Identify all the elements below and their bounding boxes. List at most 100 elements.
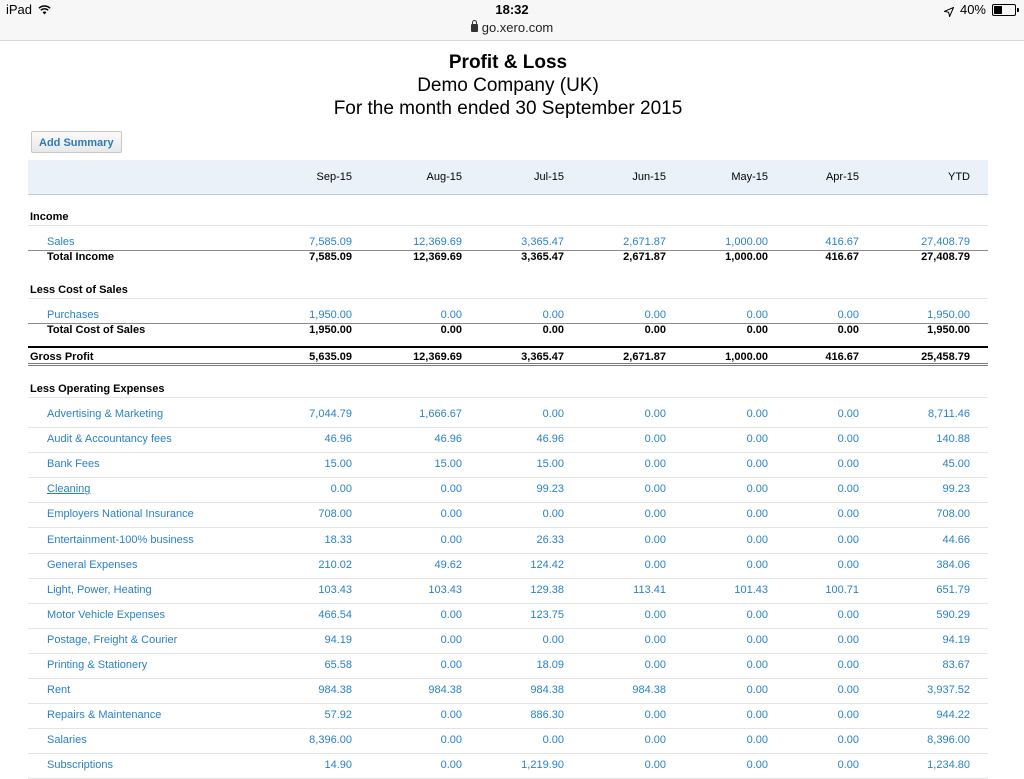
section-heading: Income xyxy=(30,211,69,223)
amount-cell: 0.00 xyxy=(837,608,859,621)
amount-cell: 27,408.79 xyxy=(921,236,970,248)
amount-cell: 0.00 xyxy=(746,533,768,546)
amount-cell: 0.00 xyxy=(644,458,666,471)
amount-cell: 0.00 xyxy=(644,659,666,671)
amount-cell: 5,635.09 xyxy=(309,351,352,363)
total-rule xyxy=(28,323,988,324)
account-link[interactable]: General Expenses xyxy=(47,558,138,571)
amount-cell: 0.00 xyxy=(440,533,462,546)
table-row: Audit & Accountancy fees 46.96 46.96 46.96 0… xyxy=(28,427,988,454)
column-header: Aug-15 xyxy=(426,171,462,183)
lock-icon xyxy=(470,20,478,32)
account-link[interactable]: Audit & Accountancy fees xyxy=(47,433,172,446)
amount-cell: 0.00 xyxy=(746,433,768,446)
amount-cell: 8,396.00 xyxy=(309,734,352,747)
amount-cell: 0.00 xyxy=(440,309,462,321)
amount-cell: 103.43 xyxy=(428,583,462,596)
status-left: iPad xyxy=(6,2,51,17)
amount-cell: 708.00 xyxy=(936,508,970,521)
wifi-icon xyxy=(38,4,51,15)
column-header: Jun-15 xyxy=(632,171,666,183)
report-title: Profit & Loss xyxy=(448,52,568,73)
amount-cell: 0.00 xyxy=(746,659,768,671)
amount-cell: 0.00 xyxy=(440,324,462,336)
amount-cell: 1,234.80 xyxy=(927,759,970,772)
amount-cell: 103.43 xyxy=(318,583,352,596)
amount-cell: 590.29 xyxy=(936,608,970,621)
amount-cell: 0.00 xyxy=(746,633,768,646)
amount-cell: 83.67 xyxy=(942,659,970,671)
amount-cell: 57.92 xyxy=(324,709,352,722)
amount-cell: 0.00 xyxy=(542,309,564,321)
amount-cell: 0.00 xyxy=(837,558,859,571)
table-row: Repairs & Maintenance 57.92 0.00 886.30 0.00… xyxy=(28,703,988,730)
amount-cell: 94.19 xyxy=(324,633,352,646)
amount-cell: 0.00 xyxy=(644,433,666,446)
table-row: Printing & Stationery 65.58 0.00 18.09 0.00 0… xyxy=(28,653,988,679)
account-link[interactable]: Salaries xyxy=(47,734,87,747)
amount-cell: 0.00 xyxy=(644,633,666,646)
amount-cell: 0.00 xyxy=(837,508,859,521)
account-link[interactable]: Purchases xyxy=(47,309,99,321)
add-summary-button[interactable]: Add Summary xyxy=(31,131,122,153)
amount-cell: 46.96 xyxy=(324,433,352,446)
amount-cell: 1,000.00 xyxy=(725,351,768,363)
amount-cell: 0.00 xyxy=(542,324,564,336)
amount-cell: 0.00 xyxy=(837,533,859,546)
row-divider xyxy=(28,397,988,398)
table-row: Light, Power, Heating 103.43 103.43 129.38 1… xyxy=(28,578,988,604)
table-row: Salaries 8,396.00 0.00 0.00 0.00 0.00 0.00 8,39… xyxy=(28,728,988,755)
amount-cell: 7,044.79 xyxy=(309,408,352,420)
report-company: Demo Company (UK) xyxy=(417,75,599,96)
amount-cell: 466.54 xyxy=(318,608,352,621)
amount-cell: 26.33 xyxy=(536,533,564,546)
amount-cell: 0.00 xyxy=(644,533,666,546)
account-link[interactable]: Subscriptions xyxy=(47,759,114,772)
amount-cell: 984.38 xyxy=(318,684,352,697)
amount-cell: 44.66 xyxy=(942,533,970,546)
table-row: Purchases 1,950.00 0.00 0.00 0.00 0.00 0.00 1,9… xyxy=(28,303,988,328)
amount-cell: 0.00 xyxy=(746,734,768,747)
column-header: May-15 xyxy=(731,171,768,183)
amount-cell: 0.00 xyxy=(837,633,859,646)
row-divider xyxy=(28,298,988,299)
amount-cell: 140.88 xyxy=(936,433,970,446)
amount-cell: 0.00 xyxy=(837,659,859,671)
amount-cell: 0.00 xyxy=(746,324,768,336)
table-row: Sales 7,585.09 12,369.69 3,365.47 2,671.87 1,… xyxy=(28,230,988,255)
account-link[interactable]: Printing & Stationery xyxy=(47,659,148,671)
amount-cell: 15.00 xyxy=(536,458,564,471)
account-link[interactable]: Postage, Freight & Courier xyxy=(47,633,178,646)
profit-loss-table: Sep-15 Aug-15 Jul-15 Jun-15 May-15 Apr-15 YTD … xyxy=(28,160,988,779)
account-link[interactable]: Cleaning xyxy=(47,483,91,496)
amount-cell: 65.58 xyxy=(324,659,352,671)
url-text: go.xero.com xyxy=(481,20,554,35)
amount-cell: 1,950.00 xyxy=(927,309,970,321)
amount-cell: 0.00 xyxy=(837,709,859,722)
account-link[interactable]: Repairs & Maintenance xyxy=(47,709,162,722)
account-link[interactable]: Motor Vehicle Expenses xyxy=(47,608,166,621)
amount-cell: 8,396.00 xyxy=(927,734,970,747)
amount-cell: 1,950.00 xyxy=(927,324,970,336)
account-link[interactable]: Employers National Insurance xyxy=(47,508,194,521)
account-link[interactable]: Rent xyxy=(47,684,71,697)
total-row: Total Income 7,585.09 12,369.69 3,365.47 2,6… xyxy=(28,245,988,270)
section-heading: Less Cost of Sales xyxy=(30,284,128,296)
amount-cell: 0.00 xyxy=(837,433,859,446)
battery-fill xyxy=(994,5,1002,14)
amount-cell: 100.71 xyxy=(825,583,859,596)
account-link[interactable]: Entertainment-100% business xyxy=(47,533,194,546)
amount-cell: 0.00 xyxy=(440,508,462,521)
amount-cell: 384.06 xyxy=(936,558,970,571)
account-link[interactable]: Bank Fees xyxy=(47,458,100,471)
amount-cell: 0.00 xyxy=(837,759,859,772)
amount-cell: 0.00 xyxy=(746,709,768,722)
account-link[interactable]: Sales xyxy=(47,236,75,248)
gross-profit-row: Gross Profit 5,635.09 12,369.69 3,365.47 2,6… xyxy=(28,346,988,366)
account-link[interactable]: Light, Power, Heating xyxy=(47,583,152,596)
account-link[interactable]: Advertising & Marketing xyxy=(47,408,164,420)
amount-cell: 416.67 xyxy=(825,251,859,263)
ios-status-bar: iPad 18:32 go.xero.com 40% xyxy=(0,0,1024,41)
address-bar[interactable]: go.xero.com xyxy=(0,20,1024,35)
battery-icon xyxy=(992,3,1019,16)
